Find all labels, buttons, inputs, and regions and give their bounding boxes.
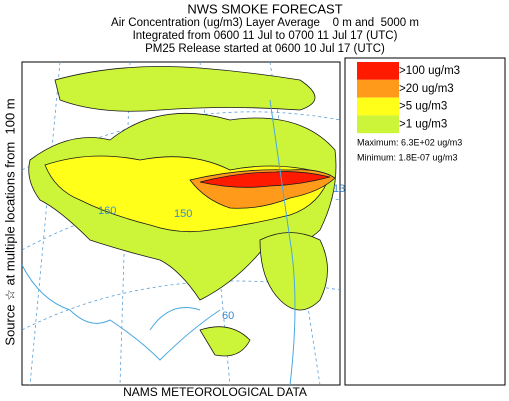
map-label: 150	[174, 208, 192, 220]
contour-1	[199, 326, 251, 357]
legend-swatch	[357, 97, 399, 116]
maximum: Maximum: 6.3E+02 ug/m3	[357, 137, 462, 147]
legend-label: >100 ug/m3	[399, 65, 460, 77]
legend: Maximum: 6.3E+02 ug/m3 Minimum: 1.8E-07 …	[344, 57, 506, 386]
legend-swatch	[357, 62, 399, 80]
contour-4	[199, 171, 331, 188]
legend-label: >1 ug/m3	[399, 118, 447, 130]
legend-swatch	[357, 115, 399, 134]
subtitle: Integrated from 0600 11 Jul to 0700 11 J…	[133, 30, 398, 42]
subtitle: Air Concentration (ug/m3) Layer Average …	[111, 17, 419, 29]
title: NWS SMOKE FORECAST	[187, 1, 342, 16]
map: 160 150 60 130	[21, 61, 351, 386]
footer: NAMS METEOROLOGICAL DATA	[123, 385, 307, 399]
map-label: 160	[98, 205, 116, 217]
legend-label: >5 ug/m3	[399, 101, 447, 113]
coastline	[22, 99, 296, 385]
legend-label: >20 ug/m3	[399, 83, 454, 95]
map-label: 60	[222, 310, 234, 322]
side-label: Source ☆ at multiple locations from 100 …	[2, 98, 17, 345]
legend-swatch	[357, 79, 399, 98]
contour-1	[54, 66, 316, 112]
subtitle: PM25 Release started at 0600 10 Jul 17 (…	[145, 43, 385, 55]
minimum: Minimum: 1.8E-07 ug/m3	[357, 152, 458, 162]
